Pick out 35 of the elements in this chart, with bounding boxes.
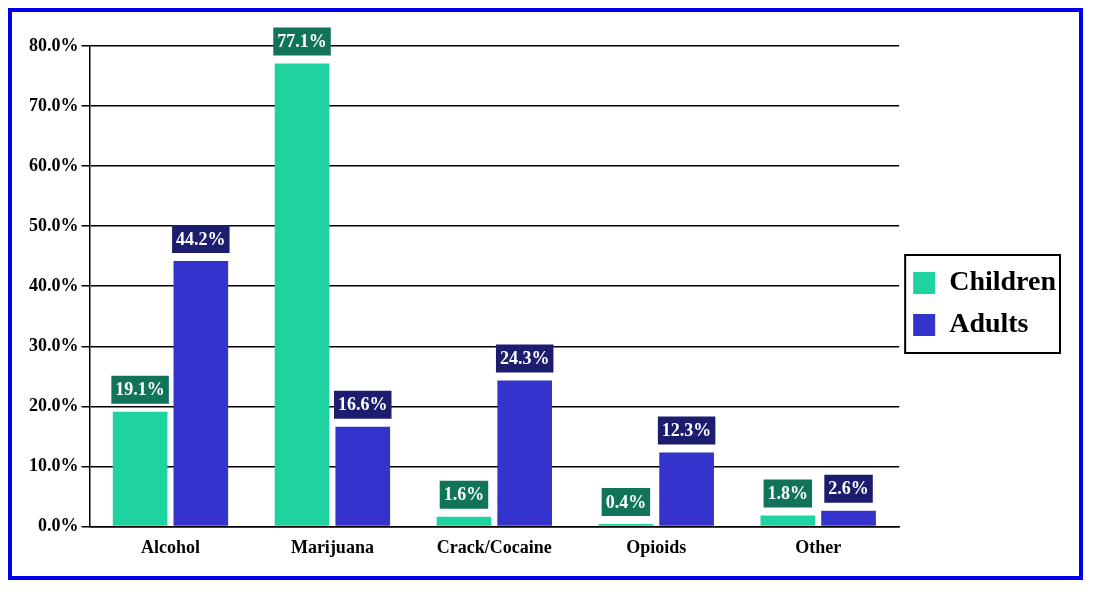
- y-tick-label: 10.0%: [29, 455, 79, 476]
- legend-label: Children: [949, 265, 1057, 297]
- data-label: 19.1%: [115, 379, 165, 400]
- y-tick-label: 60.0%: [29, 154, 79, 175]
- y-tick-label: 30.0%: [29, 334, 79, 355]
- data-label: 1.8%: [767, 483, 809, 504]
- data-label: 1.6%: [443, 484, 485, 505]
- x-tick-label: Other: [795, 536, 842, 557]
- y-tick-label: 20.0%: [29, 394, 79, 415]
- x-tick-label: Marijuana: [290, 536, 374, 557]
- bar: [659, 452, 714, 526]
- bar: [274, 63, 330, 526]
- x-tick-label: Crack/Cocaine: [436, 536, 552, 557]
- bar: [760, 515, 816, 526]
- data-label: 44.2%: [176, 228, 226, 249]
- data-label: 12.3%: [661, 420, 712, 441]
- bar: [436, 516, 492, 526]
- y-tick-label: 50.0%: [29, 214, 79, 235]
- legend-label: Adults: [949, 307, 1029, 339]
- data-label: 2.6%: [828, 478, 869, 499]
- y-tick-label: 40.0%: [29, 274, 79, 295]
- x-tick-label: Opioids: [626, 536, 687, 557]
- y-tick-label: 80.0%: [29, 34, 79, 55]
- data-label: 16.6%: [338, 394, 388, 415]
- data-label: 24.3%: [499, 348, 550, 369]
- y-tick-label: 70.0%: [29, 94, 79, 115]
- bar: [112, 411, 168, 526]
- data-label: 77.1%: [277, 31, 327, 52]
- bar: [335, 426, 391, 526]
- bar: [497, 380, 553, 526]
- x-tick-label: Alcohol: [140, 536, 200, 557]
- bar: [821, 510, 876, 526]
- bar: [173, 260, 229, 526]
- data-label: 0.4%: [605, 491, 647, 512]
- y-tick-label: 0.0%: [38, 515, 79, 536]
